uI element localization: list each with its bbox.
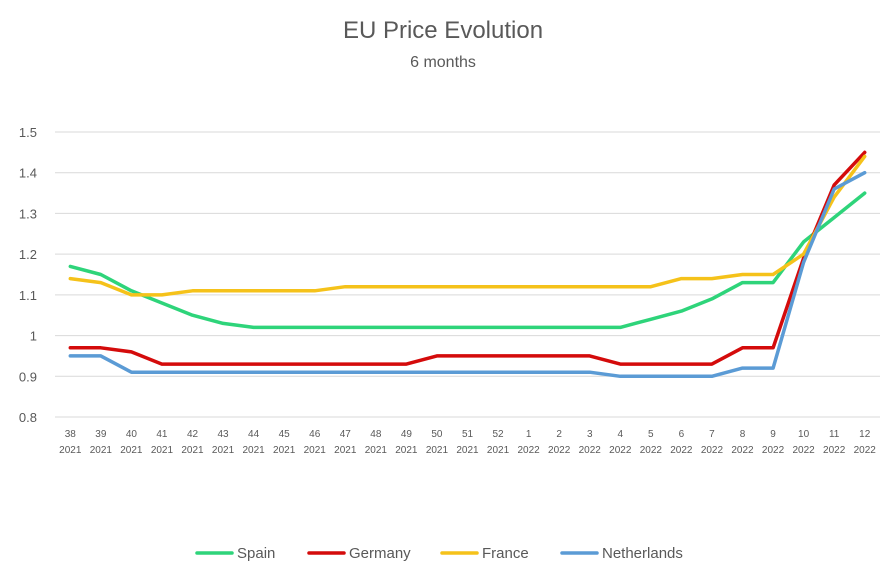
x-tick-week: 12 [859,429,871,440]
x-tick-year: 2022 [548,445,571,456]
x-tick-year: 2021 [59,445,82,456]
series-line-germany [68,150,867,366]
x-tick-week: 9 [770,429,776,440]
x-tick-year: 2022 [731,445,754,456]
x-tick-year: 2022 [762,445,785,456]
x-tick-year: 2022 [854,445,877,456]
chart-title: EU Price Evolution [343,17,543,44]
x-tick-year: 2021 [120,445,143,456]
x-tick-year: 2021 [90,445,113,456]
chart-subtitle: 6 months [410,54,476,71]
x-tick-year: 2021 [365,445,388,456]
legend: Spain Germany France Netherlands [195,545,683,562]
y-tick-label: 1.1 [19,288,37,303]
y-tick-label: 1.3 [19,206,37,221]
x-tick-year: 2022 [792,445,815,456]
series-line-france [68,154,867,297]
x-tick-week: 7 [709,429,715,440]
x-tick-week: 3 [587,429,593,440]
legend-label-germany: Germany [349,545,411,562]
x-tick-week: 1 [526,429,532,440]
x-tick-week: 49 [401,429,413,440]
x-tick-week: 8 [740,429,746,440]
x-tick-year: 2022 [640,445,663,456]
x-tick-year: 2021 [334,445,357,456]
y-tick-label: 1.4 [19,166,37,181]
x-tick-week: 2 [556,429,562,440]
x-tick-year: 2021 [395,445,418,456]
x-tick-week: 43 [217,429,229,440]
x-tick-week: 47 [340,429,352,440]
x-tick-week: 44 [248,429,260,440]
x-tick-week: 51 [462,429,474,440]
x-tick-year: 2021 [426,445,449,456]
x-tick-week: 48 [370,429,382,440]
series-line-netherlands [68,170,867,379]
x-tick-year: 2022 [609,445,632,456]
x-tick-week: 46 [309,429,321,440]
x-tick-year: 2021 [212,445,235,456]
x-tick-year: 2022 [823,445,846,456]
y-tick-label: 1.2 [19,247,37,262]
legend-label-france: France [482,545,529,562]
x-tick-year: 2021 [487,445,510,456]
x-tick-week: 52 [492,429,504,440]
x-tick-year: 2021 [456,445,479,456]
series-line-spain [68,191,867,330]
x-tick-year: 2021 [151,445,174,456]
x-tick-week: 10 [798,429,810,440]
x-tick-week: 41 [156,429,168,440]
x-tick-week: 38 [65,429,77,440]
legend-label-netherlands: Netherlands [602,545,683,562]
x-tick-week: 6 [679,429,685,440]
x-tick-year: 2021 [181,445,204,456]
x-tick-year: 2021 [304,445,327,456]
y-tick-label: 0.9 [19,369,37,384]
x-axis-ticks: 3820213920214020214120214220214320214420… [59,429,876,456]
x-tick-year: 2021 [273,445,296,456]
series-lines [68,150,867,379]
legend-label-spain: Spain [237,545,275,562]
x-tick-week: 40 [126,429,138,440]
y-tick-label: 1.5 [19,125,37,140]
x-tick-year: 2022 [701,445,724,456]
x-tick-year: 2022 [517,445,540,456]
x-tick-week: 50 [431,429,443,440]
x-tick-year: 2022 [670,445,693,456]
x-tick-week: 5 [648,429,654,440]
x-tick-year: 2022 [579,445,602,456]
x-tick-week: 42 [187,429,199,440]
y-tick-label: 0.8 [19,410,37,425]
x-tick-week: 4 [617,429,623,440]
x-tick-week: 45 [279,429,291,440]
x-tick-week: 39 [95,429,107,440]
y-axis-ticks: 1.5 1.4 1.3 1.2 1.1 1 0.9 0.8 [19,125,37,425]
y-tick-label: 1 [30,329,37,344]
gridlines [55,131,880,418]
x-tick-year: 2021 [242,445,265,456]
x-tick-week: 11 [829,429,840,440]
